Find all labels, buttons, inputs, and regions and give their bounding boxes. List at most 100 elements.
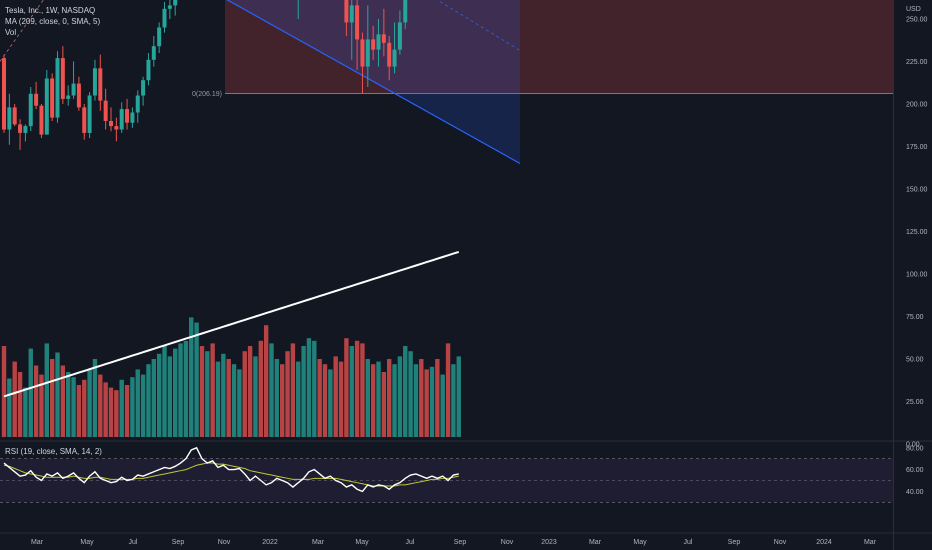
volume-bar (413, 364, 419, 437)
price-tick-label: 50.00 (906, 357, 924, 364)
time-axis-label: May (80, 539, 94, 546)
candle-body (376, 34, 381, 50)
volume-bar (419, 359, 424, 437)
volume-bar (317, 359, 322, 437)
volume-bar (1, 346, 7, 437)
volume-bar (221, 353, 226, 437)
candle-body (371, 39, 376, 50)
volume-bar (199, 346, 205, 437)
candle-body (392, 49, 397, 67)
volume-bar (7, 378, 12, 437)
volume-bar (285, 351, 290, 437)
volume-bar (167, 356, 173, 437)
candle-body (60, 58, 65, 99)
volume-bar (119, 379, 124, 437)
volume-bar (71, 377, 76, 437)
volume-bar (55, 352, 60, 437)
volume-bar (440, 374, 445, 437)
ma-209-line (3, 250, 460, 398)
volume-bar (408, 351, 413, 437)
time-axis-label: 2022 (262, 539, 278, 546)
volume-bar (403, 346, 408, 437)
candle-body (92, 68, 97, 96)
volume-bar (424, 369, 429, 437)
currency-label: USD (906, 6, 921, 13)
volume-bar (226, 359, 231, 437)
candle-body (125, 109, 130, 123)
volume-bar (253, 356, 258, 437)
candle-body (397, 22, 402, 50)
volume-bar (33, 365, 39, 437)
volume-bar (135, 369, 140, 437)
volume-bar (146, 364, 151, 437)
volume-bar (381, 372, 387, 437)
channel-mid-line (436, 0, 521, 51)
volume-bar (231, 364, 237, 437)
candle-body (18, 124, 23, 133)
volume-bar (354, 340, 360, 437)
volume-bar (349, 346, 354, 437)
candle-body (71, 83, 76, 96)
volume-bar (103, 382, 108, 437)
price-tick-label: 175.00 (906, 144, 928, 151)
volume-indicator-label[interactable]: Vol (5, 28, 17, 37)
time-axis-label: Nov (774, 539, 787, 546)
candle-body (146, 59, 151, 81)
candle-body (7, 107, 12, 130)
volume-bar (87, 369, 92, 437)
candle-body (135, 95, 140, 113)
volume-bar (114, 390, 119, 437)
candle-body (141, 80, 146, 96)
candle-body (55, 58, 60, 118)
candle-body (98, 68, 103, 101)
volume-bar (392, 364, 397, 437)
time-axis-label: May (355, 539, 369, 546)
volume-bar (17, 372, 23, 437)
candle-body (82, 107, 87, 133)
time-axis-label: Mar (864, 539, 877, 546)
candle-body (173, 0, 178, 6)
volume-bar (28, 348, 33, 437)
time-axis-label: May (633, 539, 647, 546)
volume-bar (178, 343, 183, 437)
candle-body (403, 0, 408, 23)
volume-bar (12, 361, 17, 437)
volume-bar (194, 322, 199, 437)
volume-bar (76, 385, 82, 437)
rsi-line (3, 446, 459, 493)
volume-bar (312, 340, 317, 437)
time-axis-label: Jul (684, 539, 693, 546)
candle-body (365, 39, 370, 67)
volume-bar (156, 353, 162, 437)
volume-bar (210, 343, 215, 437)
price-tick-label: 150.00 (906, 187, 928, 194)
volume-bar (183, 340, 189, 437)
time-axis-label: Nov (501, 539, 514, 546)
rsi-indicator-label[interactable]: RSI (19, close, SMA, 14, 2) (5, 447, 102, 456)
candle-body (28, 93, 33, 127)
volume-bar (247, 346, 253, 437)
candle-body (103, 100, 108, 121)
candle-body (151, 46, 156, 60)
volume-bar (296, 361, 301, 437)
fib-zone-band (225, 0, 893, 94)
volume-bar (290, 343, 296, 437)
rsi-tick-label: 40.00 (906, 489, 924, 496)
candle-body (39, 105, 44, 135)
candle-body (119, 109, 124, 130)
volume-bar (124, 385, 130, 437)
volume-bar (98, 374, 103, 437)
volume-bar (451, 364, 456, 437)
time-axis-label: Sep (728, 539, 741, 546)
price-tick-label: 25.00 (906, 399, 924, 406)
volume-bar (82, 379, 87, 437)
ma-indicator-label[interactable]: MA (209, close, 0, SMA, 5) (5, 17, 101, 26)
volume-bar (456, 356, 461, 437)
candle-body (381, 34, 386, 43)
volume-bar (66, 372, 71, 437)
volume-bar (376, 361, 381, 437)
volume-bar (263, 325, 269, 437)
candle-body (34, 93, 39, 106)
